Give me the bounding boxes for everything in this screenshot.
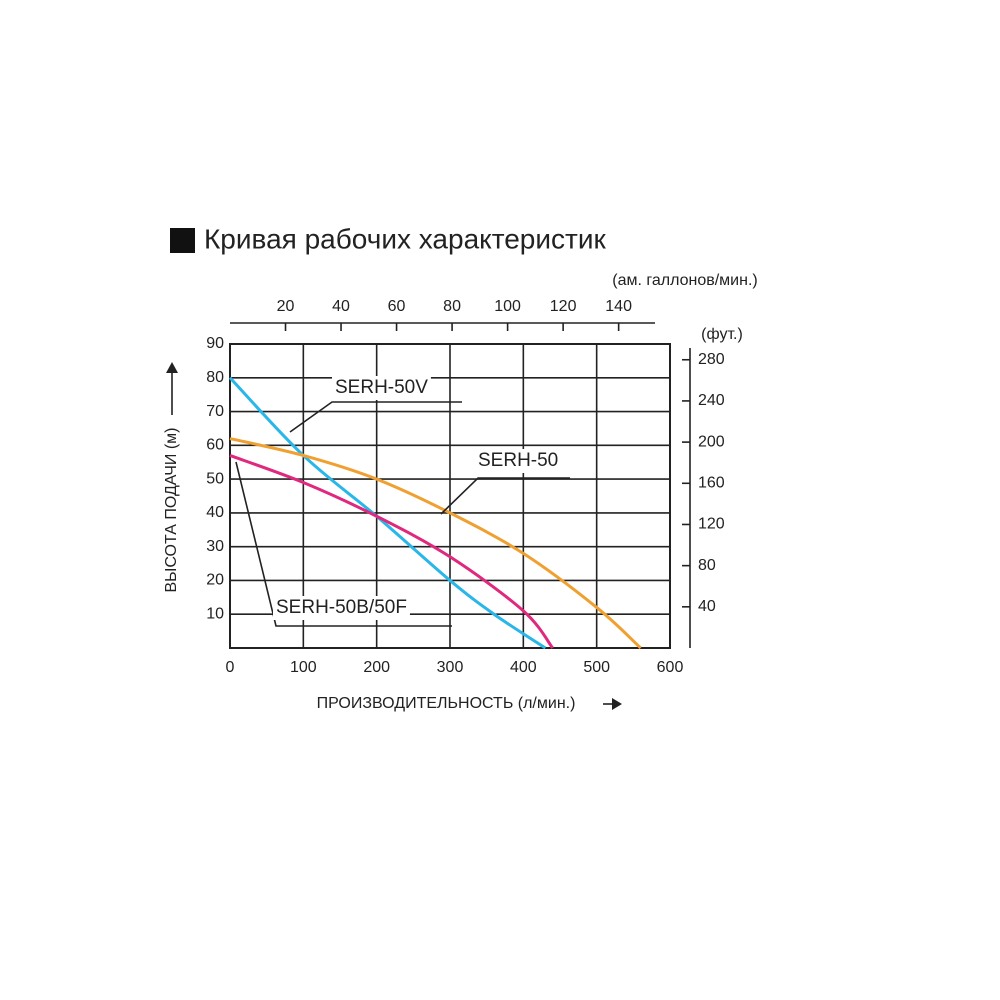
y2-tick-label: 80: [698, 557, 716, 574]
y-axis-label: ВЫСОТА ПОДАЧИ (м): [163, 428, 180, 593]
series-line: [228, 376, 547, 650]
series-label: SERH-50: [478, 450, 558, 471]
x-tick-label: 100: [290, 659, 317, 676]
y-tick-label: 10: [206, 605, 224, 622]
series-label: SERH-50B/50F: [276, 597, 407, 618]
x2-tick-label: 20: [277, 298, 295, 315]
y-arrow-head: [166, 362, 178, 373]
leader-line: [440, 477, 570, 515]
x-arrow-head: [612, 698, 622, 710]
x2-tick-label: 80: [443, 298, 461, 315]
y-tick-label: 90: [206, 335, 224, 352]
y2-tick-label: 40: [698, 598, 716, 615]
x2-tick-label: 100: [494, 298, 521, 315]
leader-line: [235, 461, 452, 627]
x2-tick-label: 40: [332, 298, 350, 315]
x-axis-label: ПРОИЗВОДИТЕЛЬНОСТЬ (л/мин.): [317, 695, 576, 712]
x2-tick-label: 60: [388, 298, 406, 315]
label-bg: [475, 449, 562, 473]
x2-tick-label: 120: [550, 298, 577, 315]
x-tick-label: 300: [437, 659, 464, 676]
title-marker: [170, 228, 195, 253]
y2-axis-label: (фут.): [701, 326, 743, 343]
series-label: SERH-50V: [335, 377, 428, 398]
y-tick-label: 80: [206, 369, 224, 386]
y-tick-label: 60: [206, 437, 224, 454]
x-tick-label: 400: [510, 659, 537, 676]
y2-tick-label: 200: [698, 433, 725, 450]
plot-frame: [229, 343, 671, 649]
y2-tick-label: 280: [698, 351, 725, 368]
series-line: [229, 454, 554, 649]
leader-line: [289, 401, 462, 433]
x-tick-label: 500: [583, 659, 610, 676]
y-tick-label: 70: [206, 403, 224, 420]
x2-axis-label: (ам. галлонов/мин.): [612, 272, 757, 289]
y2-tick-label: 240: [698, 392, 725, 409]
chart-title: Кривая рабочих характеристик: [204, 223, 606, 254]
x-tick-label: 200: [363, 659, 390, 676]
x-tick-label: 0: [226, 659, 235, 676]
y-tick-label: 50: [206, 470, 224, 487]
label-bg: [332, 376, 431, 400]
y-tick-label: 40: [206, 504, 224, 521]
y2-tick-label: 160: [698, 475, 725, 492]
label-bg: [273, 596, 410, 620]
x2-tick-label: 140: [605, 298, 632, 315]
series-line: [229, 437, 642, 650]
x-tick-label: 600: [657, 659, 684, 676]
y-tick-label: 20: [206, 572, 224, 589]
y2-tick-label: 120: [698, 516, 725, 533]
y-tick-label: 30: [206, 538, 224, 555]
